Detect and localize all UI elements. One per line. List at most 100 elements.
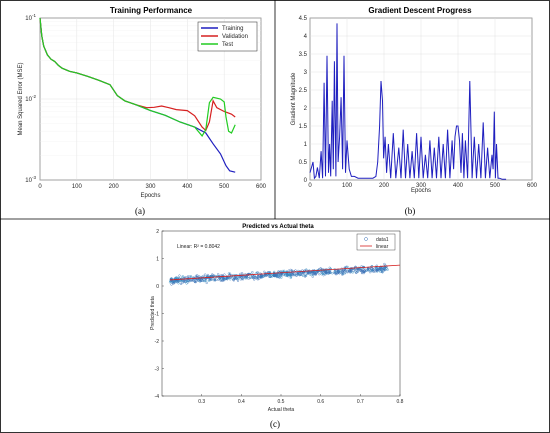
x-tick-label: 200 [379, 183, 390, 189]
y-tick-label: 2.5 [299, 88, 308, 94]
x-tick-label: 500 [219, 184, 230, 190]
data-point [237, 276, 240, 279]
legend-label-linear: linear [376, 244, 389, 250]
x-tick-label: 600 [527, 183, 538, 189]
data-point [185, 282, 188, 285]
y-tick-label: 10-2 [25, 94, 36, 103]
x-tick-label: 0.7 [357, 399, 364, 405]
chart-a-title: Training Performance [110, 6, 193, 15]
data-point [217, 273, 220, 276]
data-point [281, 273, 284, 276]
y-tick-label: 3.5 [299, 52, 308, 58]
data-point [386, 268, 389, 271]
data-point [372, 268, 375, 271]
data-point [336, 272, 339, 275]
data-point [178, 274, 181, 277]
data-point [186, 279, 189, 282]
data-point [172, 282, 175, 285]
data-point [287, 269, 290, 272]
y-tick-label: 0.5 [299, 160, 308, 166]
data-point [346, 270, 349, 273]
data-point [311, 275, 314, 278]
data-point [288, 272, 291, 275]
data-point [302, 274, 305, 277]
chart-c-plot-area [161, 230, 401, 397]
data-point [320, 273, 323, 276]
data-point [320, 271, 323, 274]
data-point [232, 278, 235, 281]
x-tick-label: 0 [38, 184, 42, 190]
data-point [289, 276, 292, 279]
data-point [368, 268, 371, 271]
chart-a-series [39, 17, 236, 173]
linear-fit-line [169, 264, 401, 281]
data-point [290, 275, 293, 278]
data-point [318, 273, 321, 276]
chart-c-xlabel: Actual theta [268, 407, 295, 413]
data-point [306, 272, 309, 275]
data-point [211, 273, 214, 276]
data-point [259, 275, 262, 278]
data-point [275, 276, 279, 279]
data-point [342, 272, 345, 276]
data-point [226, 277, 229, 280]
data-point [279, 270, 282, 273]
data-point [252, 277, 255, 280]
data-point [346, 265, 349, 268]
chart-c-x-ticks: 0.3 0.4 0.5 0.6 0.7 0.8 [198, 394, 404, 405]
data-point [304, 275, 307, 278]
data-point [311, 272, 314, 275]
x-tick-label: 300 [145, 184, 156, 190]
data-point [365, 269, 368, 272]
data-point [207, 279, 211, 282]
data-point [234, 276, 237, 279]
chart-a-x-ticks: 0 100 200 300 400 500 600 [38, 184, 266, 190]
legend-label-training: Training [222, 26, 243, 32]
data-point [286, 274, 289, 277]
x-tick-label: 0.3 [198, 399, 205, 405]
data-point [346, 271, 349, 274]
data-point [369, 269, 372, 272]
data-point [204, 273, 207, 276]
data-point [221, 279, 224, 282]
data-point [337, 270, 340, 273]
data-point [326, 270, 329, 273]
data-point [299, 273, 303, 276]
y-tick-label: -2 [155, 339, 160, 345]
data-point [309, 271, 312, 274]
data-point [275, 274, 278, 278]
x-tick-label: 0 [308, 183, 312, 189]
data-point [349, 271, 352, 274]
series-line-test [39, 17, 236, 137]
data-point [205, 281, 208, 284]
y-tick-label: -4 [155, 394, 160, 400]
data-point [349, 270, 352, 273]
chart-a-ylabel: Mean Squared Error (MSE) [18, 62, 24, 135]
data-point [360, 271, 364, 274]
x-tick-label: 0.8 [397, 399, 404, 405]
data-point [206, 273, 209, 277]
chart-c-fit-line [169, 264, 401, 281]
data-point [319, 267, 322, 270]
data-point [293, 273, 296, 276]
y-tick-label: 0 [156, 284, 159, 290]
data-point [188, 280, 191, 283]
data-point [246, 276, 249, 279]
data-point [273, 275, 276, 278]
y-tick-label: 3 [304, 70, 308, 76]
y-tick-label: 10-3 [25, 175, 36, 184]
panel-a-label: (a) [135, 206, 145, 216]
data-point [259, 275, 262, 278]
data-point [329, 271, 332, 274]
data-point [229, 276, 232, 279]
chart-c-ylabel: Predicted theta [150, 296, 156, 330]
data-point [302, 271, 305, 274]
data-point [361, 269, 364, 272]
data-point [236, 279, 240, 282]
data-point [179, 279, 182, 282]
data-point [344, 269, 347, 272]
x-tick-label: 0.5 [278, 399, 285, 405]
data-point [278, 276, 281, 279]
y-tick-label: 1.5 [299, 124, 308, 130]
data-point [197, 279, 200, 282]
